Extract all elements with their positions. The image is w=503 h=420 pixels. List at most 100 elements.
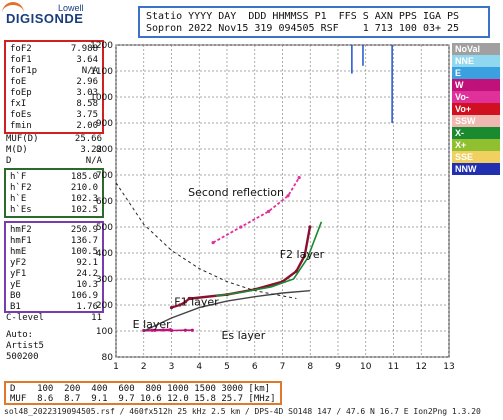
height-param-value: 102.3: [70, 194, 98, 204]
data-point: [308, 225, 312, 229]
logo-text: DIGISONDE: [6, 11, 84, 26]
x-tick-label: 3: [169, 362, 175, 372]
muf-row: MUF 8.6 8.7 9.1 9.7 10.6 12.0 15.8 25.7 …: [10, 394, 276, 404]
auto-line: 500200: [6, 352, 39, 362]
legend-item: NNE: [452, 55, 500, 67]
electron-density-profile: [143, 290, 310, 332]
data-point: [303, 254, 307, 258]
file-info-line: sol48_2022319094505.rsf / 460fx512h 25 k…: [4, 407, 481, 416]
profile-params-box: hmF2 250.9 hmF1 136.7 hmE 100.5 yF2 92.1 yF1 24.2…: [4, 221, 104, 313]
y-tick-label: 500: [96, 223, 113, 233]
x-tick-label: 4: [196, 362, 202, 372]
legend-item: X-: [452, 127, 500, 139]
data-point: [183, 300, 187, 304]
legend-item: Vo+: [452, 103, 500, 115]
height-param-key: h`Es: [10, 205, 32, 215]
muf-param-key: MUF(D): [6, 134, 39, 144]
profile-param-key: yE: [10, 280, 21, 290]
freq-param-key: foEs: [10, 110, 32, 120]
auto-line: Artist5: [6, 341, 44, 351]
data-point: [189, 296, 193, 301]
x-tick-label: 9: [335, 362, 341, 372]
data-point: [239, 225, 243, 229]
data-point: [190, 328, 194, 332]
data-point: [297, 176, 301, 180]
freq-param-key: foF2: [10, 44, 32, 54]
x-tick-label: 6: [252, 362, 258, 372]
x-mode-trace: [215, 221, 323, 297]
x-tick-label: 2: [141, 362, 147, 372]
height-param-row: h`F 185.0: [10, 172, 98, 183]
freq-param-row: foF2 7.988: [10, 44, 98, 55]
freq-param-value: 8.58: [76, 99, 98, 109]
distance-row: D 100 200 400 600 800 1000 1500 3000 [km…: [10, 384, 271, 394]
profile-param-value: 136.7: [70, 236, 98, 246]
data-point: [294, 269, 298, 273]
muf-param-key: D: [6, 156, 12, 166]
chart-annotation: F1 layer: [174, 296, 219, 309]
freq-param-key: foF1p: [10, 66, 38, 76]
profile-param-value: 106.9: [70, 291, 98, 301]
freq-param-value: 7.988: [70, 44, 98, 54]
height-param-row: h`Es 102.5: [10, 205, 98, 216]
profile-param-row: B0 106.9: [10, 291, 98, 302]
data-point: [169, 306, 174, 310]
x-tick-label: 11: [388, 362, 399, 372]
data-point: [286, 194, 290, 198]
profile-param-value: 100.5: [70, 247, 98, 257]
height-param-key: h`F: [10, 172, 27, 182]
freq-param-key: fxI: [10, 99, 27, 109]
profile-param-key: B0: [10, 291, 21, 301]
x-tick-label: 5: [224, 362, 230, 372]
profile-param-row: hmE 100.5: [10, 247, 98, 258]
x-tick-label: 13: [443, 362, 454, 372]
y-tick-label: 1000: [90, 93, 113, 103]
freq-param-row: foEp 3.03: [10, 88, 98, 99]
muf-param-key: M(D): [6, 145, 28, 155]
freq-param-value: N/A: [81, 66, 98, 76]
freq-param-row: foF1p N/A: [10, 66, 98, 77]
profile-param-value: 1.76: [76, 302, 98, 312]
auto-line: Auto:: [6, 330, 34, 340]
legend-item: Vo-: [452, 91, 500, 103]
y-tick-label: 900: [96, 119, 113, 129]
chart-annotation: E layer: [133, 318, 172, 331]
x-tick-label: 8: [307, 362, 313, 372]
muf-param-value: 25.66: [74, 134, 102, 144]
freq-param-value: 3.64: [76, 55, 98, 65]
height-param-key: h`F2: [10, 183, 32, 193]
profile-param-value: 92.1: [76, 258, 98, 268]
muf-param-row: MUF(D) 25.66: [6, 134, 102, 145]
height-param-row: h`F2 210.0: [10, 183, 98, 194]
profile-param-row: B1 1.76: [10, 302, 98, 313]
profile-param-row: yF2 92.1: [10, 258, 98, 269]
chart-annotation: F2 layer: [280, 248, 325, 261]
muf-param-row: M(D) 3.22: [6, 145, 102, 156]
legend-item: W: [452, 79, 500, 91]
x-tick-label: 10: [360, 362, 372, 372]
profile-param-row: yF1 24.2: [10, 269, 98, 280]
y-tick-label: 1200: [90, 41, 113, 51]
height-param-key: h`E: [10, 194, 27, 204]
profile-param-key: yF2: [10, 258, 27, 268]
profile-param-value: 250.9: [70, 225, 98, 235]
freq-param-key: fmin: [10, 121, 32, 131]
frequency-params-box: foF2 7.988 foF1 3.64 foF1p N/A foE 2.96 foEp 3.03…: [4, 40, 104, 134]
freq-param-value: 2.96: [76, 77, 98, 87]
data-point: [267, 209, 271, 213]
trace-f1-layer: [171, 297, 191, 309]
legend-item: SSW: [452, 115, 500, 127]
logo-small-text: Lowell: [58, 3, 84, 13]
profile-param-key: hmF1: [10, 236, 32, 246]
height-param-row: h`E 102.3: [10, 194, 98, 205]
freq-param-row: foF1 3.64: [10, 55, 98, 66]
data-point: [150, 328, 154, 332]
x-tick-label: 1: [113, 362, 119, 372]
profile-param-row: yE 10.3: [10, 280, 98, 291]
muf-param-value: 3.22: [80, 145, 102, 155]
y-tick-label: 200: [96, 301, 113, 311]
freq-param-value: 3.75: [76, 110, 98, 120]
muf-param-value: N/A: [85, 156, 102, 166]
data-point: [183, 328, 187, 332]
